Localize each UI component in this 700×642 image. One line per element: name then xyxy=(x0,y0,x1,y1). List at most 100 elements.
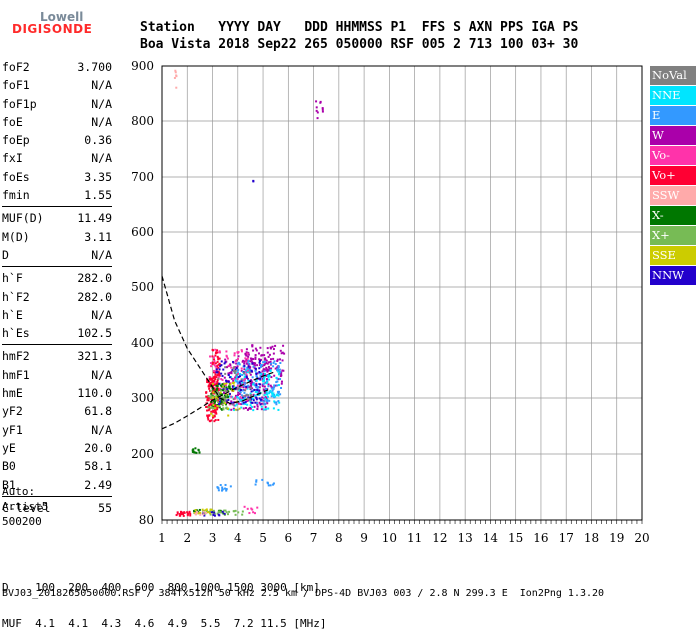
data-point xyxy=(254,401,257,404)
data-point xyxy=(207,395,210,398)
data-point xyxy=(238,392,241,395)
data-point xyxy=(251,362,254,365)
data-point xyxy=(252,511,255,514)
x-tick-label: 13 xyxy=(458,531,473,545)
legend-item: NNE xyxy=(650,86,696,105)
footer-muf-row: MUF 4.1 4.1 4.3 4.6 4.9 5.5 7.2 11.5 [MH… xyxy=(2,617,327,630)
data-point xyxy=(247,384,250,387)
data-point xyxy=(219,365,222,368)
data-point xyxy=(214,407,217,410)
data-point xyxy=(236,371,239,374)
data-point xyxy=(224,397,227,400)
data-point xyxy=(255,372,258,375)
data-point xyxy=(232,366,235,369)
param-row: h`E N/A xyxy=(2,306,112,324)
data-point xyxy=(245,358,248,361)
param-row: hmE 110.0 xyxy=(2,384,112,402)
data-point xyxy=(248,386,251,389)
data-point xyxy=(255,371,258,374)
data-point xyxy=(280,374,283,377)
data-point xyxy=(189,512,192,515)
data-point xyxy=(253,362,256,365)
data-point xyxy=(272,482,275,485)
data-point xyxy=(230,377,233,380)
data-point xyxy=(232,382,235,385)
param-label: hmF1 xyxy=(2,367,30,382)
data-point xyxy=(223,509,226,512)
data-point xyxy=(250,383,253,386)
data-point xyxy=(211,355,214,358)
data-point xyxy=(257,352,260,355)
data-point xyxy=(209,420,212,423)
param-separator xyxy=(2,206,112,208)
data-point xyxy=(262,361,265,364)
data-point xyxy=(224,366,227,369)
data-point xyxy=(213,409,216,412)
data-point xyxy=(214,348,217,351)
data-point xyxy=(254,357,257,360)
param-row: yF1 N/A xyxy=(2,421,112,439)
x-tick-label: 1 xyxy=(158,531,166,545)
param-value: N/A xyxy=(91,367,112,382)
data-point xyxy=(278,358,281,361)
data-point xyxy=(249,404,252,407)
data-point xyxy=(219,511,222,514)
param-value: N/A xyxy=(91,247,112,262)
data-point xyxy=(210,365,213,368)
data-point xyxy=(229,376,232,379)
param-value: 0.36 xyxy=(84,133,112,148)
data-point xyxy=(236,409,239,412)
param-value: N/A xyxy=(91,78,112,93)
data-point xyxy=(213,400,216,403)
data-point xyxy=(219,509,222,512)
data-point xyxy=(212,410,215,413)
data-point xyxy=(211,384,214,387)
param-label: yF2 xyxy=(2,404,23,419)
data-point xyxy=(218,363,221,366)
data-point xyxy=(214,419,217,422)
data-point xyxy=(272,483,275,486)
data-point xyxy=(252,393,255,396)
data-point xyxy=(259,403,262,406)
header-labels: Station YYYY DAY DDD HHMMSS P1 FFS S AXN… xyxy=(140,20,579,35)
data-point xyxy=(280,382,283,385)
param-row: hmF2 321.3 xyxy=(2,347,112,365)
data-point xyxy=(215,383,218,386)
data-point xyxy=(273,401,276,404)
data-point xyxy=(278,401,281,404)
legend-item: X+ xyxy=(650,226,696,245)
data-point xyxy=(193,509,196,512)
data-point xyxy=(229,383,232,386)
data-point xyxy=(239,373,242,376)
data-point xyxy=(243,385,246,388)
data-point xyxy=(259,378,262,381)
data-point xyxy=(245,360,248,363)
data-point xyxy=(269,369,272,372)
data-point xyxy=(212,391,215,394)
data-point xyxy=(212,371,215,374)
y-tick-label: 500 xyxy=(131,280,154,294)
data-point xyxy=(232,398,235,401)
data-point xyxy=(218,351,221,354)
data-point xyxy=(233,352,236,355)
param-label: h`E xyxy=(2,307,23,322)
data-point xyxy=(258,377,261,380)
data-point xyxy=(225,403,228,406)
data-point xyxy=(242,407,245,410)
data-point xyxy=(217,487,220,490)
data-point xyxy=(237,391,240,394)
data-point xyxy=(216,396,219,399)
data-point xyxy=(224,483,227,486)
data-point xyxy=(227,372,230,375)
data-point xyxy=(233,371,236,374)
param-value: 321.3 xyxy=(77,349,112,364)
data-point xyxy=(235,376,238,379)
data-point xyxy=(203,514,206,517)
y-tick-label: 200 xyxy=(131,447,154,461)
data-point xyxy=(227,373,230,376)
data-point xyxy=(271,392,274,395)
data-point xyxy=(267,385,270,388)
data-point xyxy=(261,383,264,386)
data-point xyxy=(211,406,214,409)
data-point xyxy=(232,401,235,404)
